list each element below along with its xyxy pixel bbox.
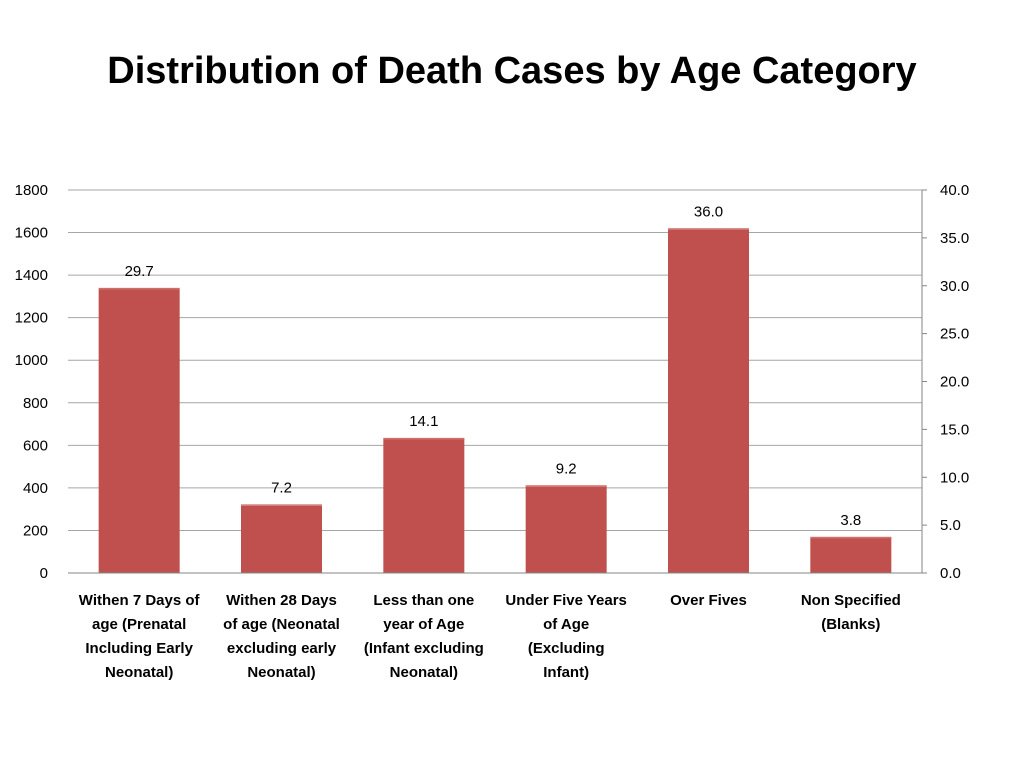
x-category-label-line: Non Specified — [801, 592, 901, 609]
data-label: 29.7 — [125, 263, 154, 280]
y-left-tick-label: 1400 — [15, 267, 48, 284]
x-category-label-line: Neonatal) — [105, 664, 173, 681]
x-category-label-line: (Infant excluding — [364, 640, 484, 657]
x-category-label: Non Specified (Blanks) — [801, 592, 901, 633]
y-left-tick-label: 1200 — [15, 310, 48, 327]
data-label: 36.0 — [694, 203, 723, 220]
y-right-tick-label: 40.0 — [940, 182, 969, 199]
x-category-label-line: Including Early — [85, 640, 193, 657]
bar — [241, 504, 322, 573]
y-left-tick-label: 400 — [23, 480, 48, 497]
y-right-tick-label: 25.0 — [940, 326, 969, 343]
bar — [383, 437, 465, 573]
x-category-label-line: excluding early — [227, 640, 337, 657]
x-category-label-line: year of Age — [383, 616, 464, 633]
y-right-tick-label: 30.0 — [940, 278, 969, 295]
y-right-tick-label: 5.0 — [940, 517, 961, 534]
x-category-label-line: Under Five Years — [505, 592, 626, 609]
bar — [98, 287, 180, 573]
bar — [525, 485, 607, 573]
x-category-label-line: of age (Neonatal — [223, 616, 340, 633]
x-category-label-line: Less than one — [373, 592, 474, 609]
y-right-tick-label: 0.0 — [940, 565, 961, 582]
x-category-label-line: age (Prenatal — [92, 616, 186, 633]
x-category-label: Withen 28 Days of age (Neonatal excluding … — [223, 592, 340, 681]
x-category-label: Withen 7 Days of age (Prenatal Including E… — [79, 592, 201, 681]
y-left-tick-label: 1000 — [15, 352, 48, 369]
data-label: 9.2 — [556, 460, 577, 477]
x-category-label-line: Infant) — [543, 664, 589, 681]
y-left-tick-label: 1800 — [15, 182, 48, 199]
y-right-tick-label: 20.0 — [940, 374, 969, 391]
data-label: 14.1 — [409, 413, 438, 430]
data-label: 7.2 — [271, 479, 292, 496]
x-category-label-line: Neonatal) — [247, 664, 315, 681]
x-category-label: Less than one year of Age (Infant excludin… — [364, 592, 484, 681]
bar — [810, 536, 892, 573]
x-category-label-line: of Age — [543, 616, 589, 633]
x-category-label-line: Withen 7 Days of — [79, 592, 201, 609]
bar — [668, 228, 749, 574]
labels: 0 200 400 600 800 1000 1200 1400 1600 1800 0.0 5.0 1… — [15, 182, 970, 681]
y-right-tick-label: 15.0 — [940, 421, 969, 438]
y-left-tick-label: 1600 — [15, 225, 48, 242]
x-category-label-line: Over Fives — [670, 592, 747, 609]
axes — [68, 189, 927, 574]
chart-title: Distribution of Death Cases by Age Categ… — [107, 50, 917, 92]
y-right-tick-label: 35.0 — [940, 230, 969, 247]
y-left-tick-label: 800 — [23, 395, 48, 412]
x-category-label: Under Five Years of Age (Excluding Infant) — [505, 592, 626, 681]
y-left-tick-label: 600 — [23, 437, 48, 454]
y-left-tick-label: 0 — [40, 565, 48, 582]
x-category-label-line: (Blanks) — [821, 616, 880, 633]
x-category-label-line: Withen 28 Days — [226, 592, 337, 609]
x-category-label-line: Neonatal) — [390, 664, 458, 681]
y-left-tick-label: 200 — [23, 522, 48, 539]
y-right-tick-label: 10.0 — [940, 469, 969, 486]
x-category-label: Over Fives — [670, 592, 747, 609]
data-label: 3.8 — [840, 512, 861, 529]
gridlines — [68, 189, 922, 531]
bars — [98, 228, 892, 574]
x-category-label-line: (Excluding — [528, 640, 605, 657]
